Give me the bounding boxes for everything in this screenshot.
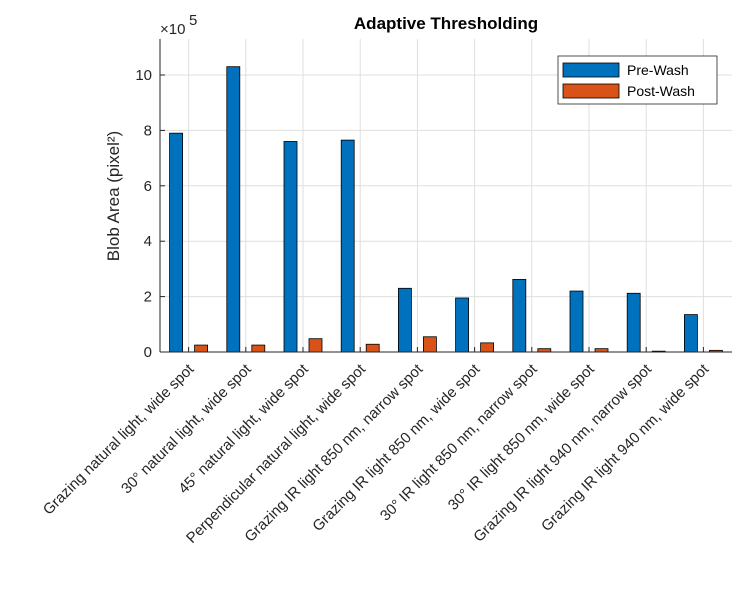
y-tick-label: 4	[144, 233, 152, 250]
bar-post-wash	[480, 342, 495, 353]
bar-pre-wash	[283, 141, 298, 353]
exponent-base: ×10	[160, 21, 185, 38]
bar-post-wash	[308, 338, 323, 353]
bar-pre-wash	[626, 292, 641, 353]
y-tick-label: 0	[144, 344, 152, 361]
bar-post-wash	[194, 344, 209, 353]
bar-pre-wash	[169, 132, 184, 353]
bar-pre-wash	[684, 314, 698, 353]
legend-label-pre-wash: Pre-Wash	[627, 62, 689, 78]
y-tick-label: 10	[135, 67, 152, 84]
bar-pre-wash	[340, 139, 355, 353]
bar-pre-wash	[397, 287, 412, 353]
y-tick-label: 6	[144, 178, 152, 195]
y-tick-label: 8	[144, 122, 152, 139]
bar-pre-wash	[226, 66, 241, 353]
legend-label-post-wash: Post-Wash	[627, 83, 695, 99]
bar-post-wash	[422, 336, 437, 353]
legend: Pre-Wash Post-Wash	[557, 55, 718, 105]
bars	[169, 66, 723, 353]
legend-swatch-pre-wash	[562, 62, 620, 78]
y-ticks: 0 2 4 6 8 10	[135, 67, 165, 361]
exponent-power: 5	[189, 12, 197, 29]
exponent-label: ×10 5	[160, 12, 197, 38]
axes	[159, 39, 732, 353]
y-tick-label: 2	[144, 289, 152, 306]
bar-pre-wash	[455, 297, 470, 353]
bar-pre-wash	[569, 290, 584, 353]
bar-pre-wash	[512, 279, 527, 353]
gridlines	[160, 39, 732, 353]
legend-swatch-post-wash	[562, 83, 620, 99]
y-axis-label: Blob Area (pixel²)	[104, 131, 123, 261]
bar-post-wash	[365, 343, 380, 353]
chart-title: Adaptive Thresholding	[354, 14, 538, 33]
bar-post-wash	[251, 344, 266, 353]
